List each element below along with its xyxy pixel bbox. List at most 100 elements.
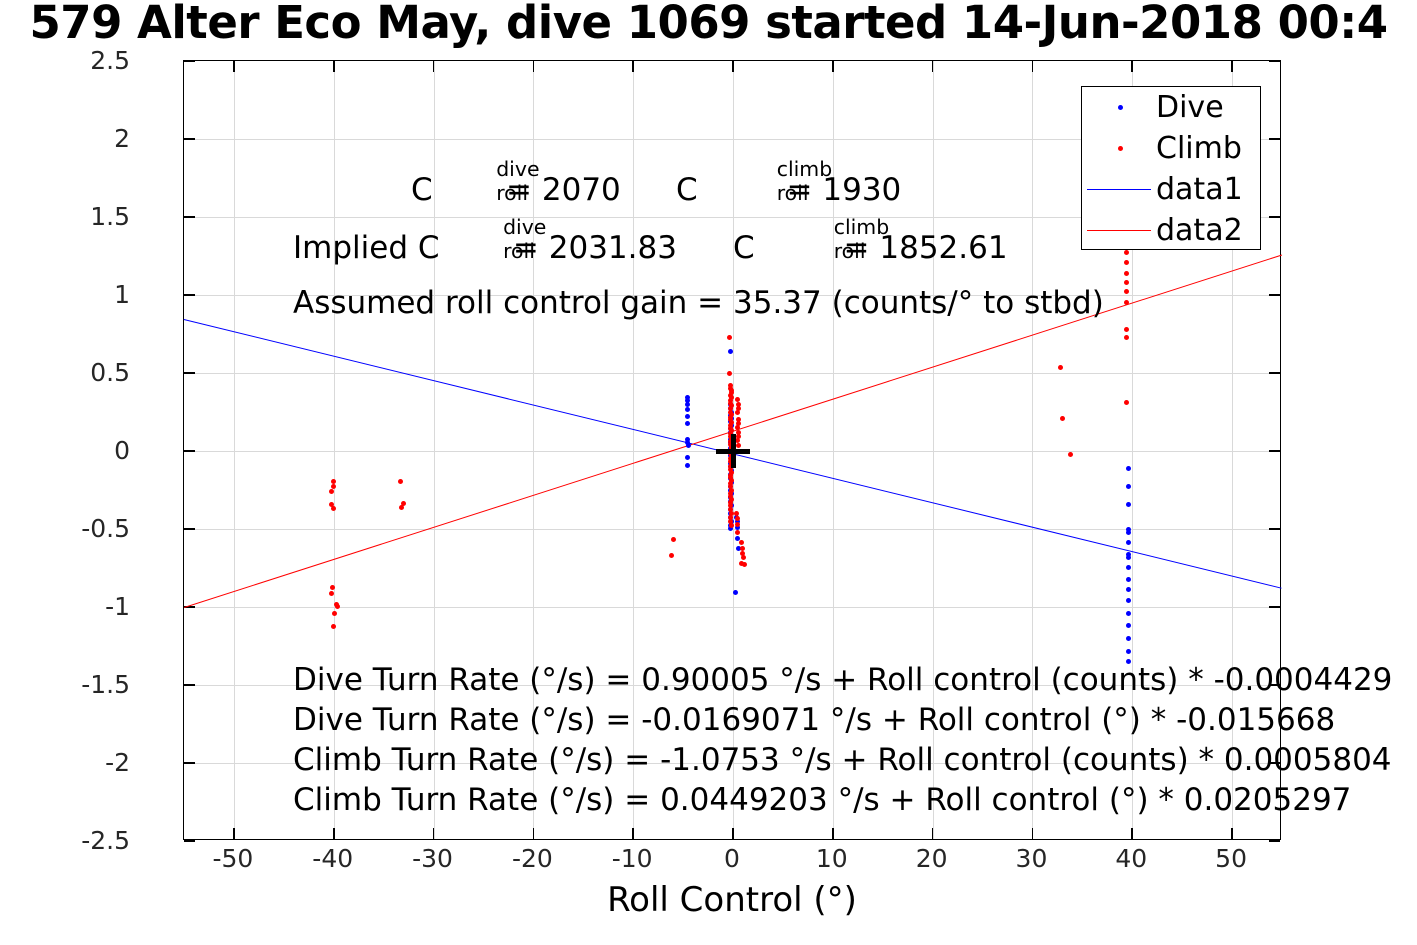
legend-label: data2	[1156, 212, 1243, 248]
data-point-climb	[1123, 250, 1129, 256]
gridline	[1232, 61, 1234, 839]
annotation-value: = 1930	[776, 172, 902, 208]
data-point-dive	[684, 394, 690, 400]
gridline	[433, 61, 435, 839]
data-point-climb	[736, 401, 742, 407]
x-tick-label: -10	[611, 844, 653, 873]
data-point-climb	[728, 422, 733, 428]
data-point-climb	[1123, 335, 1129, 341]
page-title: 579 Alter Eco May, dive 1069 started 14-…	[29, 0, 1388, 49]
data-point-climb	[1059, 415, 1065, 421]
data-point-climb	[727, 458, 733, 464]
axis-tick	[1131, 61, 1134, 72]
axis-tick	[184, 528, 195, 530]
gridlines	[184, 60, 1280, 842]
data-point-climb	[728, 481, 733, 487]
data-point-climb	[735, 397, 741, 403]
axis-tick	[931, 61, 934, 72]
data-point-climb	[1123, 288, 1129, 294]
y-tick-label: -1	[105, 592, 130, 621]
data-point-climb	[728, 518, 733, 524]
gridline	[1032, 61, 1034, 839]
x-tick-label: -30	[412, 844, 453, 873]
data-point-climb	[742, 562, 748, 568]
data-point-climb	[1123, 270, 1129, 276]
axis-tick	[532, 828, 535, 839]
dive-dot-icon	[1082, 87, 1156, 128]
data-point-climb	[735, 433, 741, 439]
axis-tick	[1269, 372, 1280, 374]
data-point-climb	[735, 515, 741, 521]
gridline	[184, 763, 1280, 764]
x-tick-label: 30	[1015, 844, 1048, 873]
data-point-climb	[728, 496, 734, 502]
gridline	[184, 373, 1280, 374]
gridline	[832, 61, 834, 839]
data-point-climb	[1123, 259, 1129, 265]
gridline	[184, 139, 1280, 140]
legend-item-climb[interactable]: Climb	[1082, 128, 1260, 169]
data-point-dive	[1125, 526, 1131, 532]
data-point-climb	[734, 521, 740, 527]
data-point-dive	[1125, 635, 1131, 641]
legend-item-data2[interactable]: data2	[1082, 210, 1260, 251]
data-point-dive	[736, 546, 742, 551]
data-point-climb	[727, 493, 733, 499]
gridline	[184, 295, 1280, 296]
data-point-climb	[728, 507, 733, 512]
data-point-dive	[685, 454, 691, 460]
axis-tick	[732, 61, 734, 72]
data-point-climb	[734, 510, 740, 516]
data-point-climb	[726, 370, 732, 376]
legend-item-data1[interactable]: data1	[1082, 169, 1260, 210]
data-point-climb	[727, 475, 733, 481]
data-point-dive	[1125, 623, 1131, 629]
axis-tick	[432, 61, 435, 72]
data-point-dive	[684, 401, 690, 407]
data-point-dive	[727, 348, 733, 354]
axis-tick	[1269, 60, 1280, 62]
data-point-climb	[727, 514, 733, 520]
data-point-climb	[727, 433, 733, 439]
data-point-dive	[1125, 555, 1131, 561]
data-point-dive	[1125, 610, 1131, 616]
axis-tick	[332, 61, 335, 72]
subscript: roll	[833, 238, 866, 263]
axis-tick	[184, 60, 195, 62]
annotation-prefix: Implied	[293, 230, 418, 266]
data-point-climb	[728, 406, 733, 412]
y-tick-label: 1	[114, 280, 130, 309]
data-point-climb	[739, 560, 745, 566]
data-point-climb	[330, 585, 336, 590]
data-point-climb	[736, 417, 742, 423]
legend-item-dive[interactable]: Dive	[1082, 87, 1260, 128]
data-point-climb	[1057, 365, 1063, 371]
data-point-climb	[728, 478, 734, 484]
data-point-climb	[1123, 299, 1129, 305]
y-tick-label: 1.5	[90, 202, 130, 231]
data-point-climb	[736, 429, 742, 435]
data-point-dive	[1125, 598, 1131, 604]
annotation-value: = 2031.83	[503, 230, 677, 266]
axis-tick	[1269, 216, 1280, 218]
y-tick-label: 2.5	[90, 46, 130, 75]
x-tick-label: 20	[915, 844, 948, 873]
gridline	[932, 61, 934, 839]
axis-tick	[432, 828, 435, 839]
y-tick-label: -1.5	[81, 670, 130, 699]
data-point-dive	[1125, 564, 1131, 570]
data-point-climb	[728, 403, 734, 409]
red-line-icon	[1082, 210, 1156, 251]
data-point-dive	[1125, 659, 1131, 665]
axis-tick	[1031, 828, 1034, 839]
axis-tick	[1269, 606, 1280, 608]
blue-line-icon	[1082, 169, 1156, 210]
annotation-value: = 2070	[496, 172, 621, 208]
data-point-climb	[728, 490, 733, 496]
axis-tick	[1269, 840, 1280, 842]
data-point-dive	[735, 535, 741, 541]
legend[interactable]: Dive Climb data1 data2	[1081, 86, 1261, 250]
